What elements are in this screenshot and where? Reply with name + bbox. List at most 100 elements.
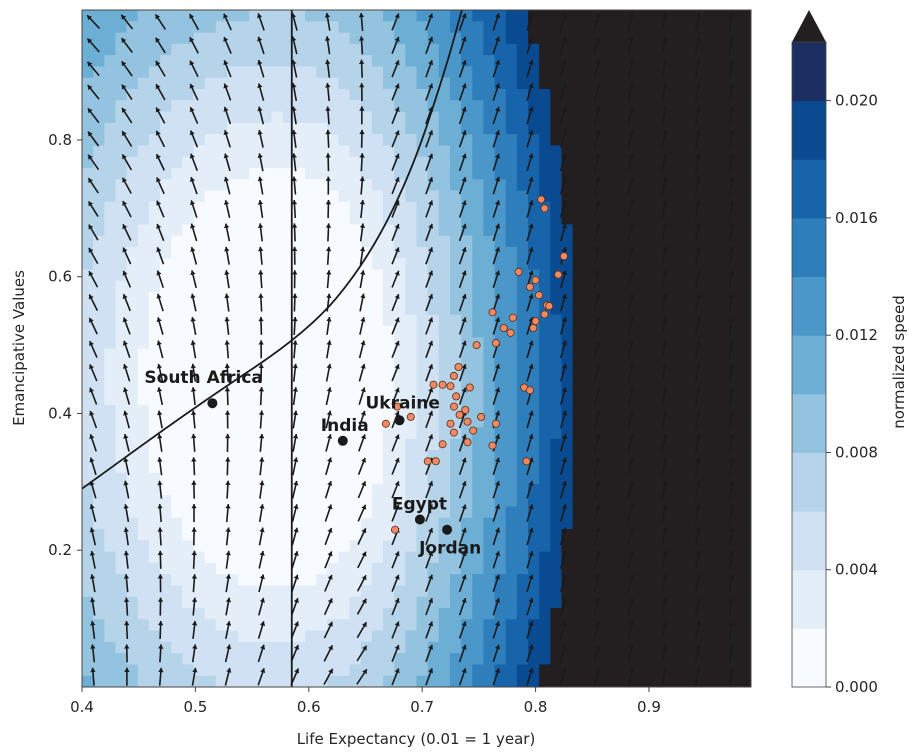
heatmap-cell: [82, 325, 94, 338]
flow-arrow: [492, 574, 501, 593]
heatmap-cell: [528, 404, 540, 417]
heatmap-cell: [606, 213, 618, 225]
flow-arrow: [325, 433, 333, 452]
flow-arrow: [257, 13, 265, 31]
heatmap-cell: [472, 664, 484, 677]
heatmap-cell: [539, 382, 551, 395]
heatmap-cell: [204, 495, 217, 508]
heatmap-cell: [271, 77, 284, 90]
heatmap-cell: [528, 483, 540, 496]
heatmap-cell: [639, 472, 652, 485]
heatmap-cell: [516, 269, 529, 282]
flow-arrow: [425, 668, 434, 686]
heatmap-cell: [594, 303, 607, 316]
heatmap-cell: [639, 608, 652, 620]
heatmap-cell: [427, 540, 440, 553]
heatmap-cell: [249, 664, 261, 677]
flow-arrow: [492, 106, 501, 125]
heatmap-cell: [650, 664, 663, 677]
heatmap-cell: [483, 190, 496, 203]
heatmap-cell: [561, 495, 574, 508]
heatmap-cell: [383, 303, 395, 316]
heatmap-cell: [561, 269, 574, 282]
flow-arrow: [258, 550, 265, 569]
heatmap-cell: [583, 77, 596, 90]
heatmap-cell: [171, 55, 183, 68]
heatmap-cell: [572, 66, 585, 79]
heatmap-cell: [684, 134, 696, 146]
flow-arrow: [728, 223, 735, 242]
heatmap-cell: [282, 66, 295, 79]
heatmap-cell: [383, 506, 395, 519]
heatmap-cell: [360, 269, 373, 282]
flow-arrow: [458, 83, 467, 101]
heatmap-cell: [215, 77, 228, 90]
heatmap-cell: [93, 359, 105, 372]
flow-arrow: [526, 527, 534, 546]
heatmap-cell: [238, 495, 250, 508]
heatmap-cell: [394, 483, 406, 496]
flow-arrow: [627, 527, 634, 546]
heatmap-cell: [226, 269, 239, 282]
heatmap-cell: [572, 427, 585, 440]
heatmap-cell: [594, 630, 607, 643]
heatmap-cell: [483, 111, 496, 124]
heatmap-cell: [583, 348, 596, 361]
heatmap-cell: [628, 562, 641, 575]
heatmap-cell: [583, 393, 596, 406]
heatmap-cell: [628, 371, 641, 383]
heatmap-cell: [505, 438, 518, 451]
heatmap-cell: [639, 664, 652, 677]
heatmap-cell: [617, 55, 629, 68]
heatmap-cell: [449, 190, 462, 203]
heatmap-cell: [550, 393, 563, 406]
heatmap-cell: [728, 280, 741, 293]
country-point: [446, 419, 455, 428]
flow-arrow: [695, 433, 701, 452]
heatmap-cell: [204, 382, 217, 395]
heatmap-cell: [594, 641, 607, 654]
heatmap-cell: [639, 517, 652, 530]
heatmap-cell: [394, 393, 406, 406]
heatmap-cell: [472, 201, 484, 214]
heatmap-cell: [82, 43, 94, 56]
heatmap-cell: [550, 630, 563, 643]
heatmap-cell: [583, 213, 596, 225]
heatmap-cell: [661, 653, 674, 666]
heatmap-cell: [148, 55, 161, 68]
flow-arrow: [661, 12, 668, 31]
heatmap-cell: [249, 190, 261, 203]
heatmap-cell: [528, 585, 540, 598]
flow-arrow: [728, 597, 735, 616]
heatmap-cell: [115, 641, 128, 654]
heatmap-cell: [160, 100, 172, 113]
heatmap-cell: [739, 472, 751, 485]
heatmap-cell: [438, 224, 451, 237]
heatmap-cell: [171, 438, 183, 451]
heatmap-cell: [137, 450, 150, 462]
heatmap-cell: [293, 156, 306, 169]
heatmap-cell: [293, 585, 306, 598]
heatmap-cell: [728, 641, 741, 654]
heatmap-cell: [661, 675, 674, 687]
heatmap-cell: [82, 280, 94, 293]
flow-arrow: [728, 106, 735, 125]
heatmap-cell: [383, 461, 395, 474]
heatmap-cell: [271, 88, 284, 101]
heatmap-cell: [405, 359, 418, 372]
heatmap-cell: [115, 596, 128, 609]
heatmap-cell: [394, 585, 406, 598]
heatmap-cell: [528, 21, 540, 34]
heatmap-cell: [461, 246, 473, 259]
heatmap-cell: [695, 641, 707, 654]
country-point: [522, 457, 531, 466]
heatmap-cell: [516, 472, 529, 485]
flow-arrow: [291, 504, 299, 522]
heatmap-cell: [405, 325, 418, 338]
heatmap-cell: [271, 619, 284, 632]
flow-arrow: [292, 457, 299, 476]
heatmap-cell: [494, 190, 507, 203]
heatmap-cell: [672, 134, 685, 146]
flow-arrow: [458, 504, 467, 522]
flow-arrow: [627, 621, 634, 639]
